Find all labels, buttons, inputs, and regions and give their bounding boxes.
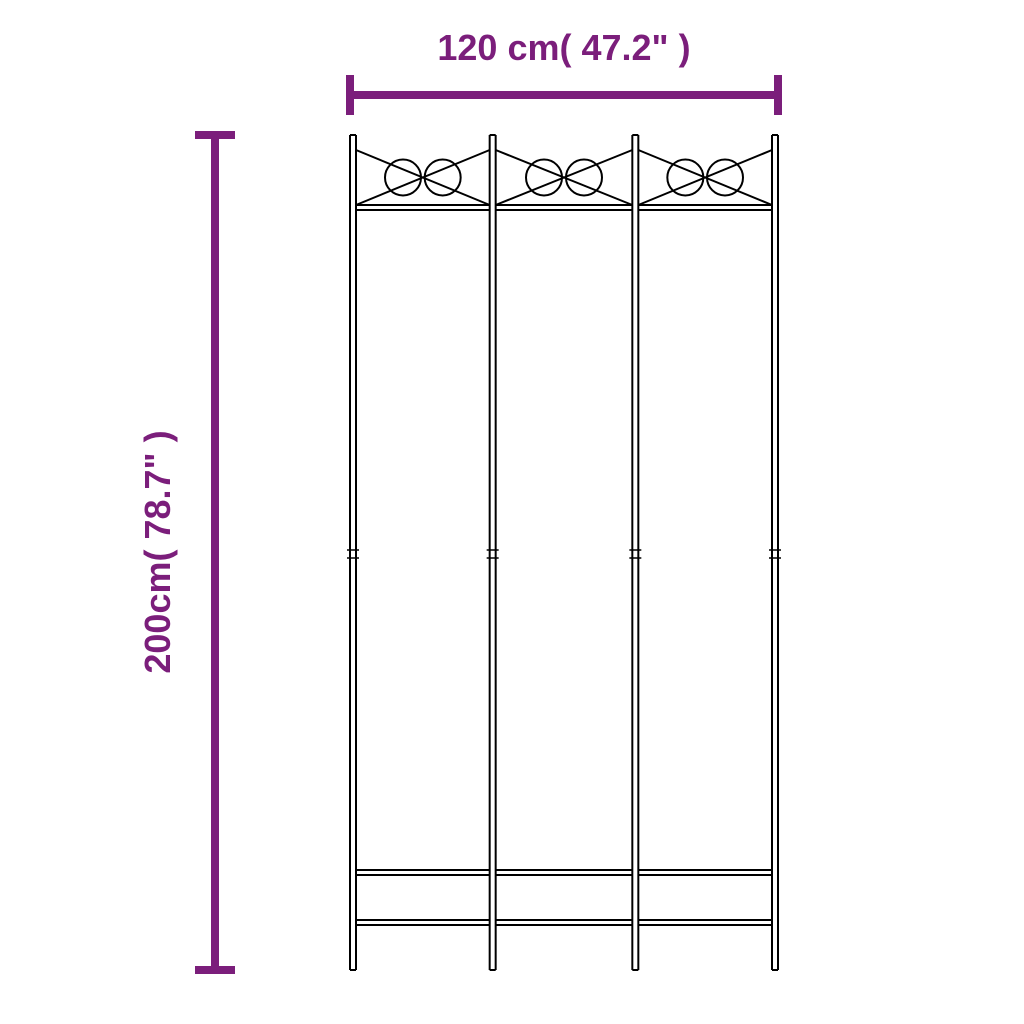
room-divider — [347, 135, 781, 970]
height-label: 200cm( 78.7" ) — [137, 430, 178, 673]
height-dimension: 200cm( 78.7" ) — [137, 135, 235, 970]
width-dimension: 120 cm( 47.2" ) — [350, 27, 778, 115]
panel-1-decor — [356, 150, 490, 210]
dimension-diagram-svg: 120 cm( 47.2" ) 200cm( 78.7" ) — [0, 0, 1024, 1024]
diagram-container: 120 cm( 47.2" ) 200cm( 78.7" ) — [0, 0, 1024, 1024]
panel-2-decor — [496, 150, 633, 210]
bottom-rails — [356, 870, 772, 925]
width-label: 120 cm( 47.2" ) — [437, 27, 690, 68]
panel-3-decor — [638, 150, 772, 210]
